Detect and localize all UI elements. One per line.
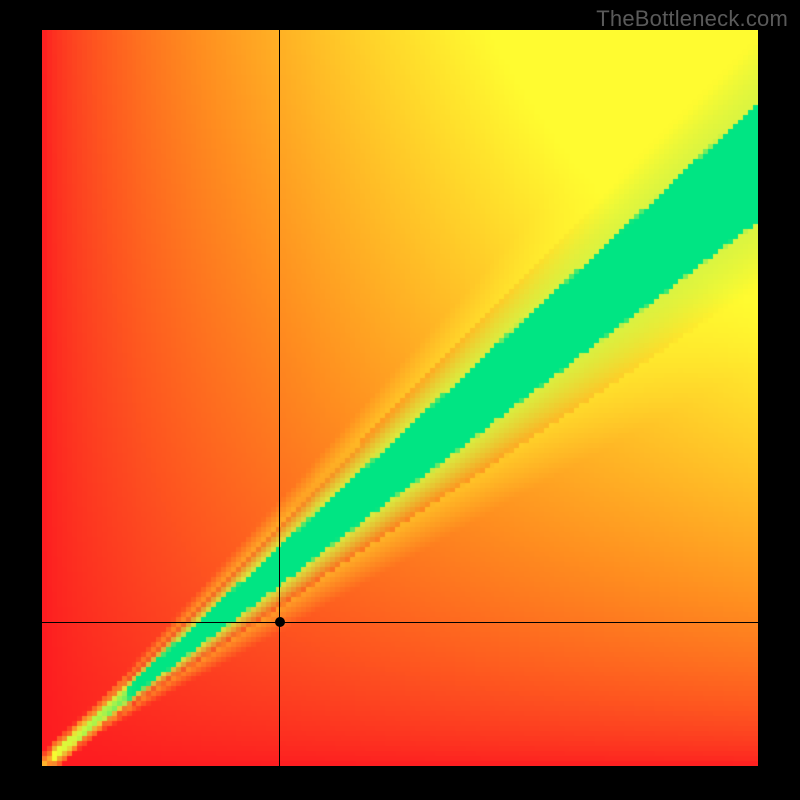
bottleneck-heatmap xyxy=(42,30,758,766)
watermark-text: TheBottleneck.com xyxy=(596,6,788,32)
crosshair-vertical xyxy=(279,30,280,766)
chart-container: { "watermark": { "text": "TheBottleneck.… xyxy=(0,0,800,800)
crosshair-horizontal xyxy=(42,622,758,623)
crosshair-marker xyxy=(275,617,285,627)
